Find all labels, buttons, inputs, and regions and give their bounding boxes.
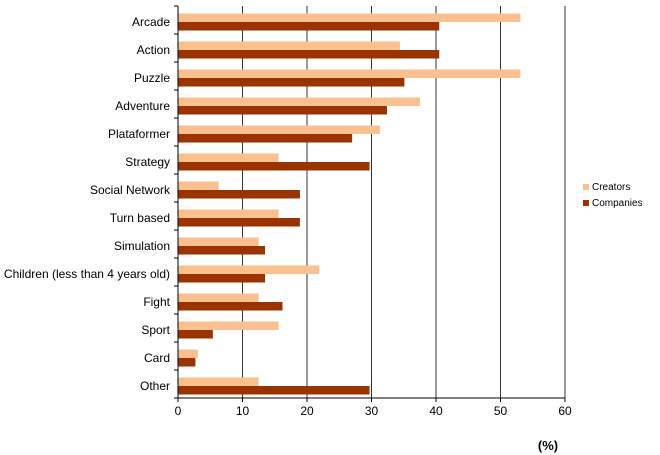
category-label: Sport: [141, 323, 170, 337]
bar-creators: [178, 153, 279, 162]
legend: Creators Companies: [583, 182, 643, 209]
bar-creators: [178, 349, 198, 358]
bar-companies: [178, 22, 440, 31]
bar-creators: [178, 293, 259, 302]
category-label: Adventure: [115, 99, 170, 113]
bar-companies: [178, 246, 266, 255]
category-label: Plataformer: [108, 127, 170, 141]
bar-companies: [178, 106, 387, 115]
bar-companies: [178, 78, 405, 87]
bar-companies: [178, 218, 300, 227]
bar-companies: [178, 134, 353, 143]
bar-companies: [178, 386, 370, 395]
legend-swatch-creators: [583, 184, 589, 190]
bar-creators: [178, 41, 400, 50]
x-tick-label: 40: [429, 404, 443, 418]
legend-label-companies: Companies: [592, 198, 643, 209]
x-tick-label: 30: [365, 404, 379, 418]
bar-companies: [178, 190, 300, 199]
bar-companies: [178, 330, 213, 339]
category-label: Turn based: [110, 211, 170, 225]
x-tick-label: 0: [175, 404, 182, 418]
x-axis-unit-label: (%): [538, 438, 558, 453]
x-tick-label: 60: [558, 404, 572, 418]
category-label: Simulation: [114, 239, 170, 253]
bar-companies: [178, 162, 370, 171]
category-label: Puzzle: [134, 71, 170, 85]
bar-companies: [178, 50, 440, 59]
bars: [178, 13, 521, 395]
bar-companies: [178, 274, 266, 283]
category-label: Children (less than 4 years old): [4, 267, 170, 281]
bar-creators: [178, 237, 259, 246]
x-tick-label: 20: [300, 404, 314, 418]
bar-creators: [178, 97, 420, 106]
bar-companies: [178, 358, 196, 367]
category-label: Card: [144, 351, 170, 365]
bar-creators: [178, 69, 521, 78]
category-label: Arcade: [132, 15, 170, 29]
x-tick-labels: 0 10 20 30 40 50 60: [175, 404, 572, 418]
gridlines: [242, 6, 566, 398]
axes: [174, 5, 566, 402]
bar-creators: [178, 181, 219, 190]
category-label: Social Network: [90, 183, 171, 197]
legend-swatch-companies: [583, 200, 589, 206]
bar-creators: [178, 125, 380, 134]
bar-creators: [178, 265, 320, 274]
category-label: Action: [137, 43, 170, 57]
x-tick-label: 50: [494, 404, 508, 418]
bar-creators: [178, 13, 521, 22]
bar-creators: [178, 321, 279, 330]
x-tick-label: 10: [236, 404, 250, 418]
legend-label-creators: Creators: [592, 182, 630, 193]
bar-creators: [178, 377, 259, 386]
category-label: Strategy: [125, 155, 170, 169]
bar-companies: [178, 302, 283, 311]
category-label: Fight: [143, 295, 170, 309]
category-labels: Arcade Action Puzzle Adventure Plataformer St…: [4, 15, 171, 393]
bar-creators: [178, 209, 279, 218]
category-label: Other: [140, 379, 170, 393]
